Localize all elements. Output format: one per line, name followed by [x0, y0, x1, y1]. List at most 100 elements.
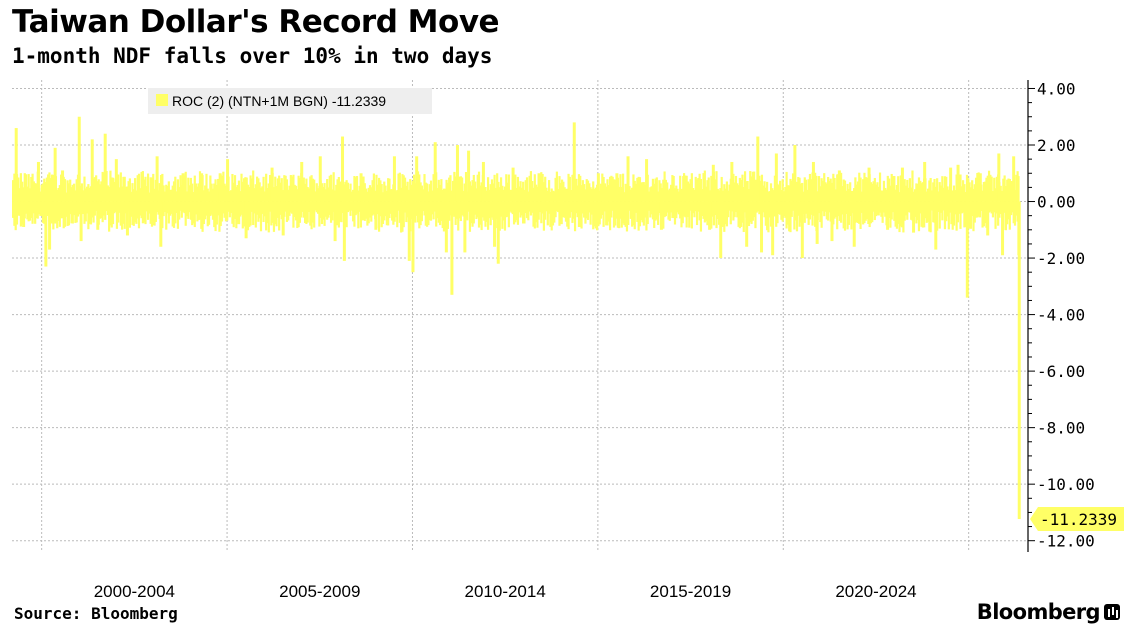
data-bar-peak	[237, 201, 241, 225]
data-bar	[515, 187, 518, 202]
data-bar	[680, 201, 683, 228]
data-bar	[779, 180, 782, 202]
data-bar	[170, 189, 173, 202]
data-bar	[554, 177, 557, 202]
data-bar	[220, 201, 224, 222]
data-bar	[671, 175, 674, 202]
data-bar	[830, 182, 834, 202]
data-bar	[742, 201, 745, 232]
data-bar	[474, 181, 477, 202]
data-bar	[219, 201, 222, 227]
data-bar	[718, 190, 721, 202]
data-bar	[795, 181, 799, 202]
x-tick-label: 2010-2014	[465, 582, 546, 601]
data-bar	[63, 179, 67, 202]
data-bar	[903, 179, 906, 202]
data-bar	[268, 174, 272, 202]
data-bar	[383, 201, 386, 221]
data-bar	[336, 201, 339, 226]
data-bar	[547, 180, 551, 202]
data-bar	[293, 184, 296, 202]
data-bar	[301, 201, 304, 212]
data-bar	[363, 183, 366, 202]
data-bar	[198, 201, 202, 220]
data-bar	[397, 201, 400, 211]
data-bar	[428, 184, 431, 202]
data-bar	[899, 175, 902, 202]
data-bar	[153, 188, 156, 202]
data-bar	[192, 201, 195, 224]
data-bar	[381, 192, 385, 202]
data-bar	[209, 175, 212, 202]
data-bar	[624, 183, 627, 202]
data-bar	[246, 184, 250, 202]
data-bar	[869, 182, 873, 202]
data-bar	[786, 201, 789, 225]
data-bar	[650, 201, 653, 215]
data-bar	[833, 177, 836, 202]
data-bar	[758, 175, 761, 202]
data-bar	[904, 185, 908, 202]
data-bar	[370, 201, 373, 222]
data-bar	[758, 201, 761, 215]
data-bar	[619, 201, 622, 219]
data-bar	[331, 201, 334, 221]
data-bar	[305, 201, 308, 225]
data-bar	[175, 191, 178, 202]
data-bar	[192, 192, 195, 202]
data-bar	[943, 201, 947, 230]
data-bar	[877, 186, 880, 202]
bloomberg-terminal-icon	[1104, 604, 1120, 620]
data-bar	[292, 201, 295, 228]
data-bar	[544, 201, 547, 220]
data-bar	[323, 183, 326, 202]
data-bar	[612, 201, 616, 228]
data-bar	[840, 172, 843, 202]
data-bar	[354, 177, 357, 202]
data-bar	[654, 178, 657, 202]
data-bar	[429, 180, 433, 202]
data-bar	[357, 201, 360, 229]
data-bar	[702, 173, 705, 202]
data-bar	[893, 201, 896, 221]
data-bar-peak	[730, 161, 734, 202]
data-bar	[767, 201, 770, 233]
data-bar	[759, 180, 762, 202]
data-bar	[466, 201, 469, 221]
data-bar	[660, 187, 664, 202]
data-bar	[920, 201, 923, 227]
data-bar	[224, 185, 228, 202]
data-bar	[968, 182, 971, 202]
data-bar	[298, 177, 302, 202]
data-bar	[961, 201, 965, 213]
y-tick-label: -6.00	[1037, 362, 1085, 381]
data-bar	[538, 201, 542, 213]
data-bar	[858, 201, 861, 224]
data-bar-peak	[978, 173, 982, 202]
data-bar	[610, 201, 613, 218]
data-bar	[371, 180, 374, 202]
data-bar	[384, 201, 387, 217]
data-bar	[775, 201, 778, 227]
data-bar	[636, 201, 639, 222]
data-bar	[939, 201, 943, 213]
data-bar	[163, 201, 167, 212]
data-bar	[938, 201, 941, 229]
data-bar	[276, 201, 279, 218]
data-bar	[132, 189, 135, 202]
data-bar	[196, 186, 199, 202]
x-tick-label: 2015-2019	[650, 582, 731, 601]
data-bar	[524, 201, 527, 214]
data-bar	[668, 201, 671, 221]
data-bar	[288, 201, 291, 216]
data-bar	[124, 186, 128, 202]
data-bar	[1015, 201, 1018, 216]
data-bar	[987, 170, 991, 202]
data-bar	[313, 179, 316, 202]
data-bar	[705, 186, 708, 202]
data-bar	[409, 179, 412, 202]
y-tick-label: -2.00	[1037, 249, 1085, 268]
data-bar	[984, 181, 987, 202]
data-bar	[72, 201, 76, 216]
data-bar	[267, 183, 270, 202]
